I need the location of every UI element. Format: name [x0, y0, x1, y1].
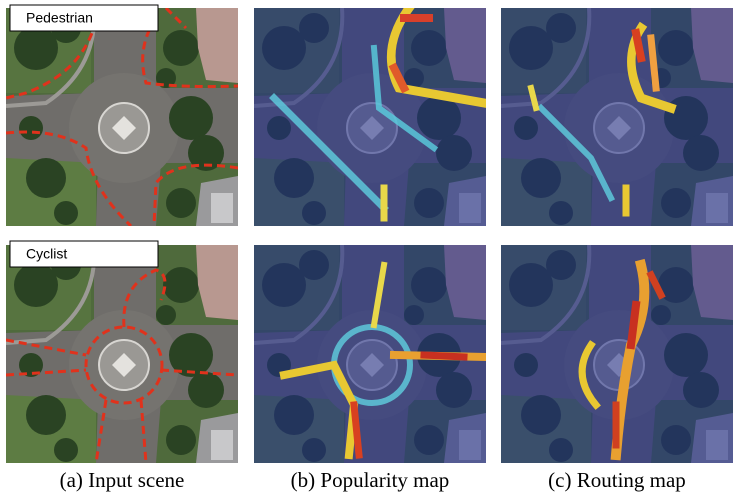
label-box: [9, 4, 159, 32]
routing-map-cyclist: [501, 245, 733, 463]
row-label: Pedestrian: [26, 10, 93, 26]
caption: (b) Popularity map: [291, 468, 450, 492]
routing-map-pedestrian: [501, 8, 733, 226]
row-label: Cyclist: [26, 246, 67, 262]
caption: (a) Input scene: [60, 468, 185, 492]
label-box: [9, 240, 159, 268]
input-scene-pedestrian: [6, 8, 238, 226]
caption: (c) Routing map: [548, 468, 686, 492]
popularity-map-cyclist: [254, 245, 486, 463]
input-scene-cyclist: [6, 245, 238, 463]
popularity-map-pedestrian: [254, 8, 486, 226]
